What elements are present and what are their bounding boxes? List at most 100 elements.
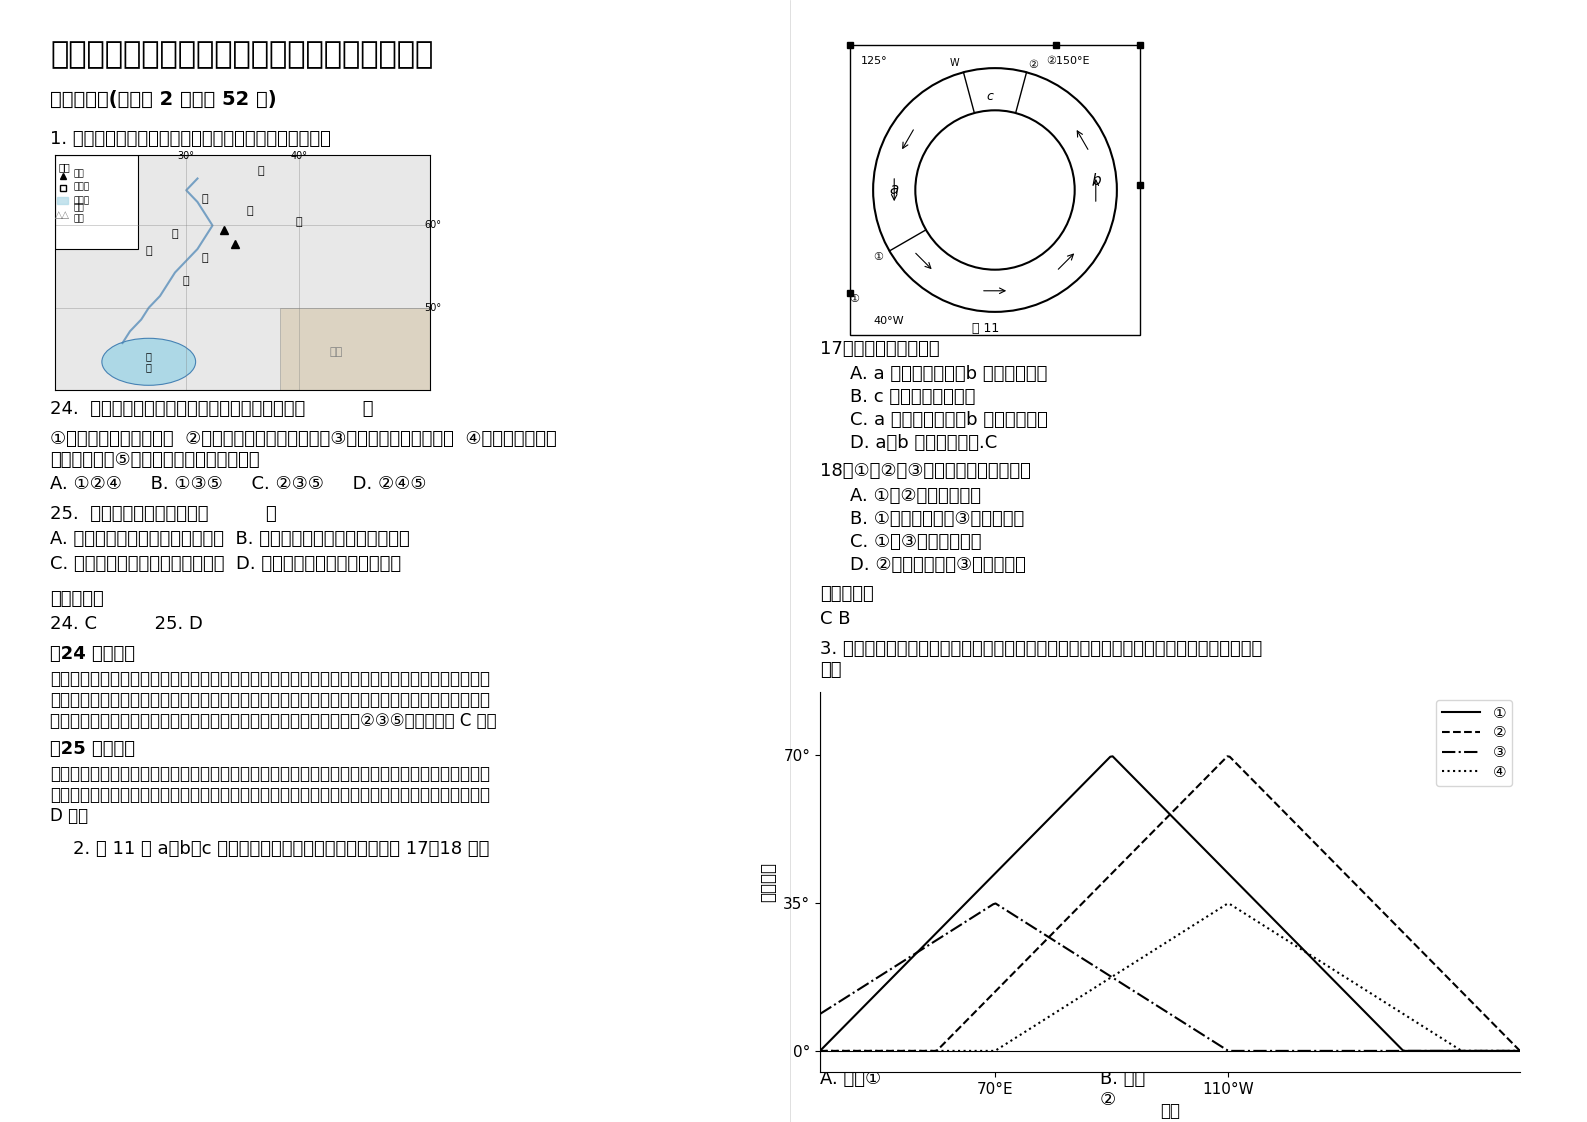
- ①: [811, 1045, 830, 1058]
- ④: [811, 1045, 830, 1058]
- ①: [813, 1042, 832, 1056]
- Line: ④: ④: [820, 903, 1520, 1051]
- Text: 河: 河: [146, 246, 152, 256]
- Text: 1. 下图为伏尔加河主要流经地区示意图，完成下列各题。: 1. 下图为伏尔加河主要流经地区示意图，完成下列各题。: [51, 130, 330, 148]
- Legend: ①, ②, ③, ④: ①, ②, ③, ④: [1436, 700, 1512, 785]
- Text: 18．①、②、③三处对应的边界类型是: 18．①、②、③三处对应的边界类型是: [820, 462, 1032, 480]
- ③: [1404, 1045, 1424, 1058]
- Text: 欧: 欧: [202, 194, 208, 204]
- ①: [1403, 1045, 1422, 1058]
- Text: ①: ①: [849, 294, 860, 304]
- ①: [1227, 875, 1246, 889]
- ①: [1230, 877, 1249, 891]
- Text: ①流域内总体上蒸发旺盛  ②流域的部分降水源自西风带③河水主要参与陆地循环  ④使东欧平原总体
趋于高低不平⑤促进里海的水分和热量平衡: ①流域内总体上蒸发旺盛 ②流域的部分降水源自西风带③河水主要参与陆地循环 ④使东…: [51, 430, 557, 469]
- ②: [1447, 981, 1466, 994]
- ②: [1227, 757, 1246, 771]
- ③: [986, 896, 1005, 910]
- Text: ①: ①: [873, 252, 884, 263]
- Text: 湖泊: 湖泊: [73, 203, 84, 212]
- Text: 50°: 50°: [424, 303, 441, 313]
- Text: 油气和水能从能量来源来看都属太阳能，油气资源来自于沉积岩，先需要经过沉积作用之后还要有长
期的地质时期才可形成，伏尔加河主要分布在东欧平原，本区的油气主要依靠管: 油气和水能从能量来源来看都属太阳能，油气资源来自于沉积岩，先需要经过沉积作用之后…: [51, 765, 490, 825]
- Text: 东: 东: [259, 166, 265, 176]
- ③: [1220, 1045, 1239, 1058]
- ④: [813, 1045, 832, 1058]
- Text: 伏尔加河，其流域位于较高纬度，气温较低，蒸发作用弱；属内流河，注入里海（世界最大湖泊），
主要参与陆地内循环，促进里海水热平衡；因欧洲西部平原宽广，来自大西洋的: 伏尔加河，其流域位于较高纬度，气温较低，蒸发作用弱；属内流河，注入里海（世界最大…: [51, 670, 497, 729]
- Text: c: c: [987, 90, 993, 103]
- Text: 25.  图中所示石油、天然气（          ）: 25. 图中所示石油、天然气（ ）: [51, 505, 276, 523]
- Text: 40°W: 40°W: [873, 316, 903, 327]
- ③: [1230, 1045, 1249, 1058]
- Text: 天然气: 天然气: [73, 182, 90, 191]
- Text: 30°: 30°: [178, 150, 195, 160]
- Text: ②: ②: [1028, 59, 1038, 70]
- ③: [1232, 1045, 1251, 1058]
- Text: B. c 板块上的东西两侧: B. c 板块上的东西两侧: [851, 388, 976, 406]
- Text: 河流、: 河流、: [73, 196, 90, 205]
- Text: 伏: 伏: [171, 229, 178, 239]
- ①: [1511, 1045, 1530, 1058]
- Text: A. a 板块上的东侧，b 板块上的西侧: A. a 板块上的东侧，b 板块上的西侧: [851, 365, 1047, 383]
- Text: 图例: 图例: [59, 162, 70, 172]
- Text: 17．海岸山脉多分布在: 17．海岸山脉多分布在: [820, 340, 940, 358]
- ④: [1241, 911, 1260, 925]
- ②: [1217, 749, 1236, 763]
- Text: 图 11: 图 11: [971, 322, 1000, 335]
- Text: D. a、b 板块上的东侧.C: D. a、b 板块上的东侧.C: [851, 434, 997, 452]
- ④: [1511, 1045, 1530, 1058]
- ②: [811, 1045, 830, 1058]
- Text: C. 开发得益于伏尔加河水资源丰富  D. 输出主要通过伏尔加河运西欧: C. 开发得益于伏尔加河水资源丰富 D. 输出主要通过伏尔加河运西欧: [51, 555, 402, 573]
- ②: [1230, 760, 1249, 773]
- Y-axis label: 太阳高度: 太阳高度: [760, 862, 778, 902]
- Text: 一、选择题(每小题 2 分，共 52 分): 一、选择题(每小题 2 分，共 52 分): [51, 90, 276, 109]
- ③: [811, 1008, 830, 1021]
- Bar: [279, 307, 430, 390]
- Text: 参考答案：: 参考答案：: [820, 585, 874, 603]
- Ellipse shape: [102, 339, 195, 385]
- Line: ①: ①: [820, 756, 1520, 1051]
- Text: 四川省泸州市石马中学高三地理联考试题含解析: 四川省泸州市石马中学高三地理联考试题含解析: [51, 40, 433, 68]
- Line: ②: ②: [820, 756, 1520, 1051]
- ①: [1447, 1045, 1466, 1058]
- Text: ②150°E: ②150°E: [1046, 56, 1090, 66]
- ②: [1511, 1045, 1530, 1058]
- Text: 平: 平: [246, 205, 254, 215]
- Text: 原: 原: [295, 218, 302, 228]
- ②: [1403, 935, 1422, 948]
- Text: 40°: 40°: [290, 150, 308, 160]
- Text: 【25 题详解】: 【25 题详解】: [51, 741, 135, 758]
- Text: D. ②是生长边界；③是消亡边界: D. ②是生长边界；③是消亡边界: [851, 557, 1025, 574]
- Text: A. ①、②属于生长边界: A. ①、②属于生长边界: [851, 487, 981, 505]
- Text: 加: 加: [183, 276, 189, 286]
- Line: ③: ③: [820, 903, 1520, 1051]
- Text: 24. C          25. D: 24. C 25. D: [51, 615, 203, 633]
- ③: [1449, 1045, 1468, 1058]
- Text: A. 曲线①: A. 曲线①: [820, 1070, 881, 1088]
- ④: [1217, 896, 1236, 910]
- Text: A. 与伏尔加河水能的能量来源不同  B. 直接形成于伏尔加河的沉积作用: A. 与伏尔加河水能的能量来源不同 B. 直接形成于伏尔加河的沉积作用: [51, 530, 409, 548]
- Text: 24.  从水循环的过程中和地理意义看，伏尔加河（          ）: 24. 从水循环的过程中和地理意义看，伏尔加河（ ）: [51, 401, 373, 419]
- Text: 3. 如果该季节北印度洋洋流自东向西流动，则下图中表示此时赤道上太阳高度分布规律的曲
线是: 3. 如果该季节北印度洋洋流自东向西流动，则下图中表示此时赤道上太阳高度分布规律…: [820, 640, 1262, 679]
- Text: A. ①②④     B. ①③⑤     C. ②③⑤     D. ②④⑤: A. ①②④ B. ①③⑤ C. ②③⑤ D. ②④⑤: [51, 475, 427, 493]
- Text: 尔: 尔: [202, 252, 208, 263]
- Text: 沙漠: 沙漠: [73, 214, 84, 223]
- Text: C. ①、③属于消亡边界: C. ①、③属于消亡边界: [851, 533, 981, 551]
- ④: [1230, 903, 1249, 917]
- Text: 60°: 60°: [424, 221, 441, 230]
- Text: C B: C B: [820, 610, 851, 628]
- ①: [1241, 890, 1260, 903]
- ④: [1227, 902, 1246, 916]
- Bar: [56, 155, 138, 249]
- ③: [1511, 1045, 1530, 1058]
- ②: [813, 1045, 832, 1058]
- Text: W: W: [949, 57, 959, 67]
- Text: B. 曲线
②: B. 曲线 ②: [1100, 1070, 1146, 1109]
- ④: [1403, 1013, 1422, 1027]
- Text: 参考答案：: 参考答案：: [51, 590, 103, 608]
- Text: C. a 板块上的西侧，b 板块上的东侧: C. a 板块上的西侧，b 板块上的东侧: [851, 411, 1047, 429]
- ③: [1244, 1045, 1263, 1058]
- ①: [1103, 749, 1122, 763]
- Text: 125°: 125°: [860, 56, 887, 66]
- Text: a: a: [889, 183, 898, 197]
- Text: △△: △△: [56, 210, 70, 220]
- Text: 【24 题详解】: 【24 题详解】: [51, 645, 135, 663]
